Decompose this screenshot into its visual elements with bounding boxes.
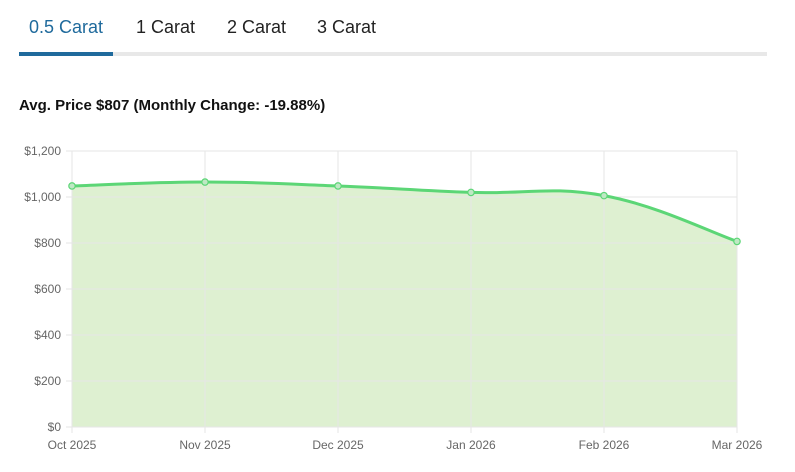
y-tick-label: $400 xyxy=(34,328,61,342)
x-tick-label: Nov 2025 xyxy=(179,438,231,452)
tab-0-5-carat[interactable]: 0.5 Carat xyxy=(29,17,104,37)
tab-3-carat[interactable]: 3 Carat xyxy=(317,17,377,37)
y-tick-label: $1,200 xyxy=(24,144,61,158)
data-point xyxy=(201,178,209,186)
data-point xyxy=(600,191,608,200)
x-tick-label: Jan 2026 xyxy=(446,438,496,452)
tab-1-carat[interactable]: 1 Carat xyxy=(136,17,196,37)
y-tick-label: $200 xyxy=(34,374,61,388)
y-tick-label: $0 xyxy=(48,420,62,434)
x-tick-label: Oct 2025 xyxy=(48,438,97,452)
avg-price-summary: Avg. Price $807 (Monthly Change: -19.88%… xyxy=(19,97,326,114)
data-point xyxy=(68,182,76,190)
x-tick-label: Dec 2025 xyxy=(312,438,364,452)
tabs-track xyxy=(19,52,767,56)
x-tick-label: Feb 2026 xyxy=(579,438,630,452)
area-fill xyxy=(72,182,737,427)
y-tick-label: $1,000 xyxy=(24,190,61,204)
data-point xyxy=(467,188,475,197)
data-point xyxy=(334,182,342,190)
tab-2-carat[interactable]: 2 Carat xyxy=(227,17,287,37)
data-point xyxy=(733,237,741,246)
y-tick-label: $600 xyxy=(34,282,61,296)
price-line xyxy=(71,180,738,243)
active-tab-indicator xyxy=(19,52,113,56)
x-tick-label: Mar 2026 xyxy=(712,438,763,452)
y-tick-label: $800 xyxy=(34,236,61,250)
carat-tabs: 0.5 Carat 1 Carat 2 Carat 3 Carat xyxy=(19,0,767,56)
